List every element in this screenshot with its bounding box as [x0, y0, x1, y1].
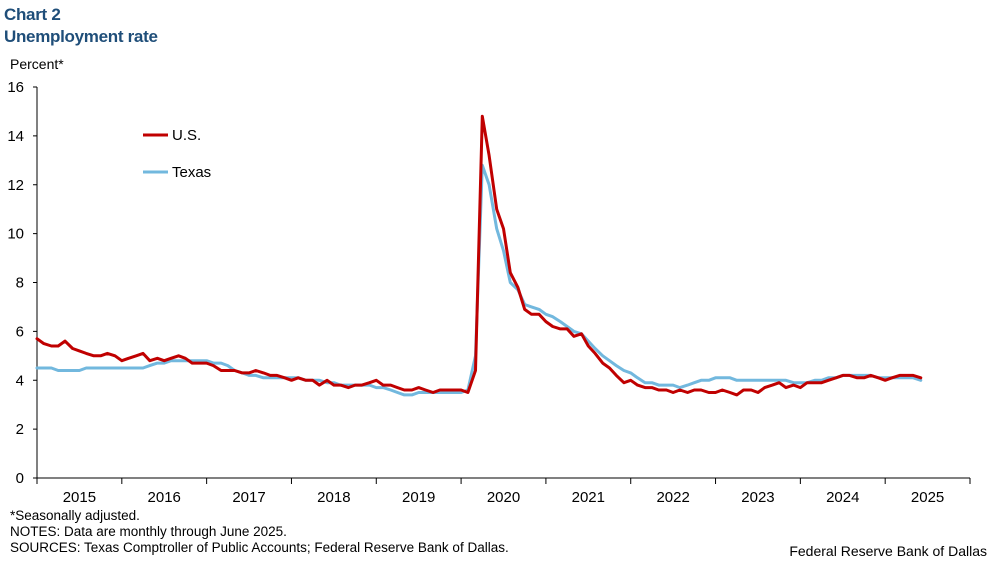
credit-label: Federal Reserve Bank of Dallas: [789, 543, 987, 559]
series-line-us: [35, 114, 923, 397]
x-tick-label: 2018: [317, 489, 350, 506]
y-tick-label: 8: [16, 275, 24, 292]
note-seasonal: *Seasonally adjusted.: [10, 508, 140, 523]
x-tick-label: 2017: [232, 489, 265, 506]
chart-legend: U.S. Texas: [143, 127, 211, 181]
legend-label-texas: Texas: [172, 164, 211, 181]
x-tick-label: 2022: [656, 489, 689, 506]
y-tick-label: 12: [7, 177, 24, 194]
y-tick-label: 6: [16, 323, 24, 340]
note-sources: SOURCES: Texas Comptroller of Public Acc…: [10, 540, 509, 555]
y-tick-label: 10: [7, 226, 24, 243]
x-tick-label: 2024: [826, 489, 859, 506]
y-tick-label: 0: [16, 470, 24, 487]
chart-lines: [35, 114, 923, 397]
y-tick-label: 14: [7, 128, 24, 145]
legend-label-us: U.S.: [172, 127, 201, 144]
x-tick-label: 2020: [487, 489, 520, 506]
x-tick-label: 2016: [148, 489, 181, 506]
x-tick-label: 2019: [402, 489, 435, 506]
chart-title: Unemployment rate: [4, 27, 158, 46]
y-tick-label: 4: [16, 372, 24, 389]
x-tick-label: 2015: [63, 489, 96, 506]
chart-notes: *Seasonally adjusted. NOTES: Data are mo…: [10, 508, 509, 556]
chart-axes: 0 2 4 6 8 10 12 14 16 2015 2016 2017 2018 2019 2020 202…: [7, 79, 971, 506]
x-tick-label: 2021: [572, 489, 605, 506]
y-tick-label: 16: [7, 79, 24, 96]
y-axis-label: Percent*: [10, 56, 64, 72]
x-tick-label: 2025: [911, 489, 944, 506]
chart-number: Chart 2: [4, 5, 61, 24]
y-tick-label: 2: [16, 421, 24, 438]
note-data-range: NOTES: Data are monthly through June 202…: [10, 524, 287, 539]
x-tick-label: 2023: [741, 489, 774, 506]
